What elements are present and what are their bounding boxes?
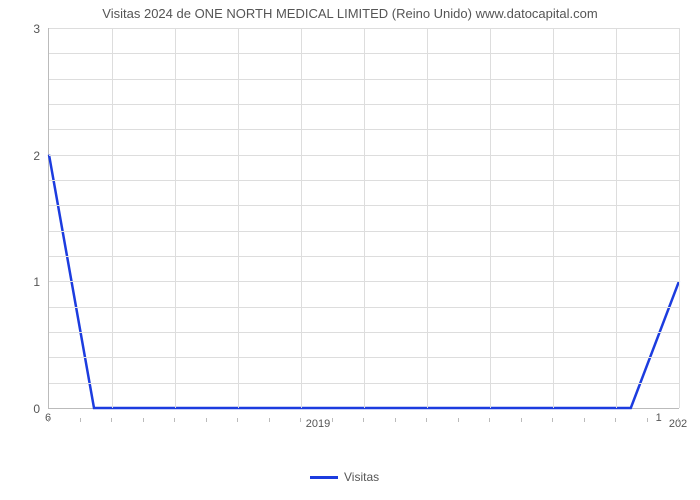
xtick-minor [395,418,396,422]
xtick-minor [584,418,585,422]
gridline-vertical [301,28,302,408]
xtick-minor [426,418,427,422]
ytick-label: 0 [20,402,40,416]
xtick-minor [174,418,175,422]
legend: Visitas [310,470,379,484]
xtick-minor [206,418,207,422]
legend-label: Visitas [344,470,379,484]
xtick-minor [678,418,679,422]
xtick-minor [237,418,238,422]
legend-swatch [310,476,338,479]
xtick-minor [332,418,333,422]
gridline-vertical [490,28,491,408]
xtick-minor [521,418,522,422]
ytick-label: 2 [20,149,40,163]
gridline-vertical [616,28,617,408]
xtick-minor [80,418,81,422]
xtick-minor [363,418,364,422]
chart-title: Visitas 2024 de ONE NORTH MEDICAL LIMITE… [0,6,700,21]
gridline-vertical [553,28,554,408]
xtick-minor [615,418,616,422]
xtick-minor [48,418,49,422]
xtick-minor [300,418,301,422]
xtick-minor [143,418,144,422]
gridline-vertical [364,28,365,408]
gridline-vertical [427,28,428,408]
xtick-minor [111,418,112,422]
xtick-minor [647,418,648,422]
xtick-minor [552,418,553,422]
ytick-label: 1 [20,275,40,289]
plot-area [48,28,679,409]
gridline-vertical [112,28,113,408]
ytick-label: 3 [20,22,40,36]
xtick-label: 2019 [306,418,330,430]
gridline-vertical [679,28,680,408]
xtick-minor [269,418,270,422]
xtick-minor [458,418,459,422]
xtick-label: 1 [656,412,662,424]
gridline-vertical [238,28,239,408]
xtick-minor [489,418,490,422]
gridline-vertical [175,28,176,408]
